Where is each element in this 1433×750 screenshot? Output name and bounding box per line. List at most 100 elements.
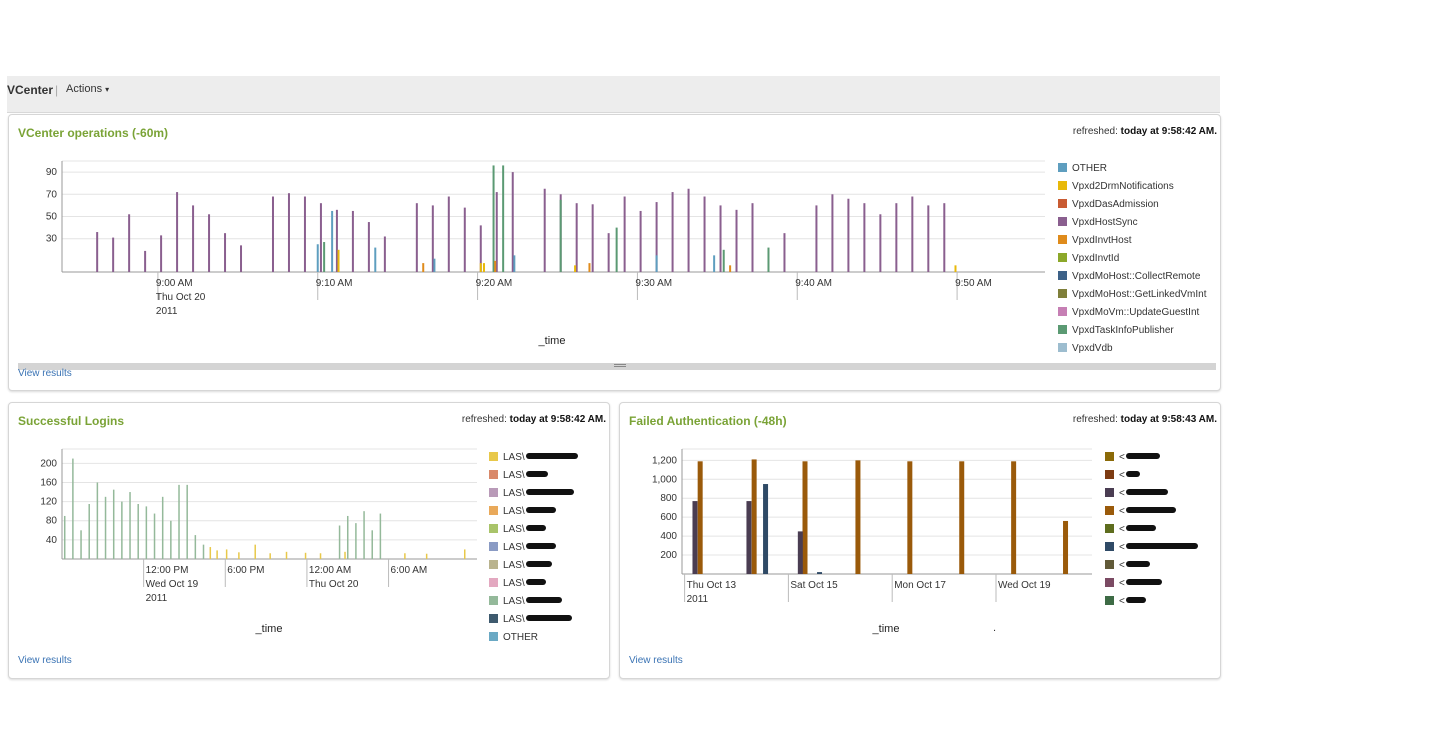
bar — [285, 551, 288, 559]
legend-swatch — [489, 524, 498, 533]
bar — [337, 249, 340, 272]
bar — [374, 247, 377, 272]
legend-item: LAS\ — [489, 506, 578, 524]
bar — [639, 210, 642, 272]
legend-swatch — [1058, 217, 1067, 226]
legend-label: VpxdDasAdmission — [1072, 199, 1159, 210]
bar — [729, 265, 732, 272]
legend-swatch — [489, 452, 498, 461]
bar — [863, 203, 866, 272]
redaction-mark — [525, 471, 548, 477]
bar — [202, 544, 205, 559]
refreshed-status: refreshed: today at 9:58:43 AM. — [1072, 414, 1217, 425]
bar — [623, 196, 626, 272]
legend-label: < — [1119, 470, 1125, 481]
bar — [351, 210, 354, 272]
bar — [319, 553, 322, 559]
legend-swatch — [1105, 452, 1114, 461]
legend-item: LAS\ — [489, 524, 578, 542]
redaction-mark — [1125, 507, 1176, 513]
bar — [303, 196, 306, 272]
bar — [655, 255, 658, 272]
bar — [895, 203, 898, 272]
legend-label: LAS\ — [503, 596, 525, 607]
bar — [655, 202, 658, 272]
legend-label: VpxdInvtHost — [1072, 235, 1132, 246]
bar — [746, 501, 752, 574]
successful-logins-panel: Successful Logins refreshed: today at 9:… — [8, 402, 610, 679]
chart-legend: OTHER Vpxd2DrmNotifications VpxdDasAdmissi… — [1058, 163, 1207, 361]
x-tick-label: 9:40 AM — [795, 278, 832, 289]
legend-item: OTHER — [489, 632, 578, 650]
actions-menu-button[interactable]: Actions ▾ — [66, 83, 109, 95]
legend-label: LAS\ — [503, 488, 525, 499]
legend-swatch — [489, 506, 498, 515]
bar — [240, 245, 243, 272]
chart-legend: LAS\ LAS\ LAS\ LAS\ LAS\ LAS\ LAS\ LAS\ LAS\ LAS\… — [489, 452, 578, 650]
redaction-mark — [525, 543, 556, 549]
legend-swatch — [489, 632, 498, 641]
view-results-link[interactable]: View results — [18, 655, 72, 666]
bar — [137, 504, 139, 559]
legend-item: < — [1105, 506, 1198, 524]
legend-swatch — [1058, 271, 1067, 280]
bar — [559, 199, 562, 272]
panel-resize-handle[interactable] — [18, 363, 1216, 370]
legend-label: LAS\ — [503, 524, 525, 535]
legend-item: < — [1105, 488, 1198, 506]
legend-label: < — [1119, 452, 1125, 463]
redaction-mark — [525, 453, 578, 459]
bar — [271, 196, 274, 272]
view-results-link[interactable]: View results — [629, 655, 683, 666]
legend-swatch — [489, 560, 498, 569]
x-tick-label: 9:50 AM — [955, 278, 992, 289]
x-tick-label: Sat Oct 15 — [790, 580, 838, 591]
bar — [404, 553, 406, 559]
legend-item: LAS\ — [489, 488, 578, 506]
bar — [331, 210, 334, 272]
x-axis-label: _time — [538, 335, 566, 347]
bar — [129, 492, 131, 559]
successful-logins-chart: 40 80 120 160 200 12:00 PM Wed Oct 19 2011 6:00 … — [40, 448, 477, 635]
bar — [574, 265, 577, 272]
y-tick-label: 90 — [46, 167, 58, 178]
legend-swatch — [489, 596, 498, 605]
legend-swatch — [489, 470, 498, 479]
bar — [344, 551, 346, 559]
y-tick-label: 1,200 — [652, 455, 677, 466]
legend-label: LAS\ — [503, 470, 525, 481]
legend-label: < — [1119, 578, 1125, 589]
legend-item: Vpxd2DrmNotifications — [1058, 181, 1207, 199]
bar — [379, 513, 382, 559]
legend-item: < — [1105, 578, 1198, 596]
bar — [735, 209, 738, 272]
bar — [225, 549, 228, 559]
x-tick-label: 9:00 AM — [156, 278, 193, 289]
bar — [479, 225, 482, 272]
view-results-link[interactable]: View results — [18, 368, 72, 379]
y-tick-label: 40 — [46, 535, 58, 546]
legend-label: VpxdMoVm::UpdateGuestInt — [1072, 307, 1200, 318]
x-tick-label: 12:00 PM — [146, 565, 189, 576]
legend-swatch — [1058, 253, 1067, 262]
legend-label: LAS\ — [503, 614, 525, 625]
x-tick-label: 6:00 PM — [227, 565, 264, 576]
bar — [363, 511, 365, 559]
legend-item: < — [1105, 596, 1198, 614]
bar — [879, 214, 882, 272]
bar — [927, 205, 930, 272]
app-title: VCenter — [7, 83, 54, 97]
redaction-mark — [1125, 579, 1162, 585]
actions-label: Actions — [66, 83, 103, 95]
legend-item: LAS\ — [489, 560, 578, 578]
bar — [607, 233, 610, 272]
x-tick-label: Mon Oct 17 — [894, 580, 946, 591]
legend-swatch — [1058, 235, 1067, 244]
legend-swatch — [1105, 542, 1114, 551]
legend-label: Vpxd2DrmNotifications — [1072, 181, 1174, 192]
failed-authentication-panel: Failed Authentication (-48h) refreshed: … — [619, 402, 1221, 679]
legend-item: < — [1105, 470, 1198, 488]
y-tick-label: 120 — [40, 497, 57, 508]
panel-title: Failed Authentication (-48h) — [629, 414, 787, 428]
bar — [492, 165, 495, 272]
